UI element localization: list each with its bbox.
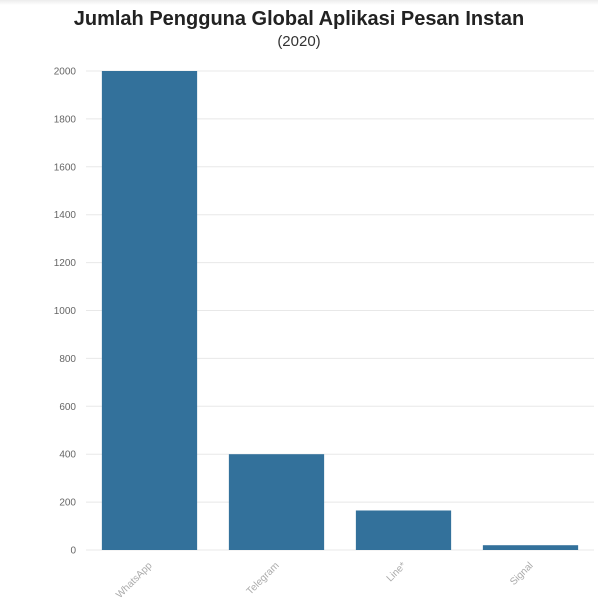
x-tick-label: WhatsApp <box>114 560 155 601</box>
bar-signal <box>482 545 579 550</box>
x-tick-label: Telegram <box>245 560 282 597</box>
bar-telegram <box>228 454 325 550</box>
y-tick-label: 1800 <box>54 114 77 125</box>
x-tick-label: Signal <box>508 560 535 587</box>
y-tick-label: 1600 <box>54 162 77 173</box>
y-tick-label: 200 <box>59 498 76 509</box>
x-tick-label: Line* <box>385 560 409 584</box>
y-tick-label: 600 <box>59 402 76 413</box>
y-tick-label: 0 <box>70 546 76 557</box>
y-tick-label: 800 <box>59 354 76 365</box>
y-tick-label: 1200 <box>54 258 77 269</box>
bar-whatsapp <box>101 71 198 550</box>
chart-title: Jumlah Pengguna Global Aplikasi Pesan In… <box>73 8 525 30</box>
y-tick-label: 2000 <box>54 67 77 78</box>
chart-subtitle: (2020) <box>277 33 321 50</box>
bar-line <box>355 510 452 550</box>
top-border <box>0 0 598 5</box>
y-tick-label: 400 <box>59 450 76 461</box>
y-tick-label: 1400 <box>54 210 77 221</box>
y-tick-label: 1000 <box>54 306 77 317</box>
